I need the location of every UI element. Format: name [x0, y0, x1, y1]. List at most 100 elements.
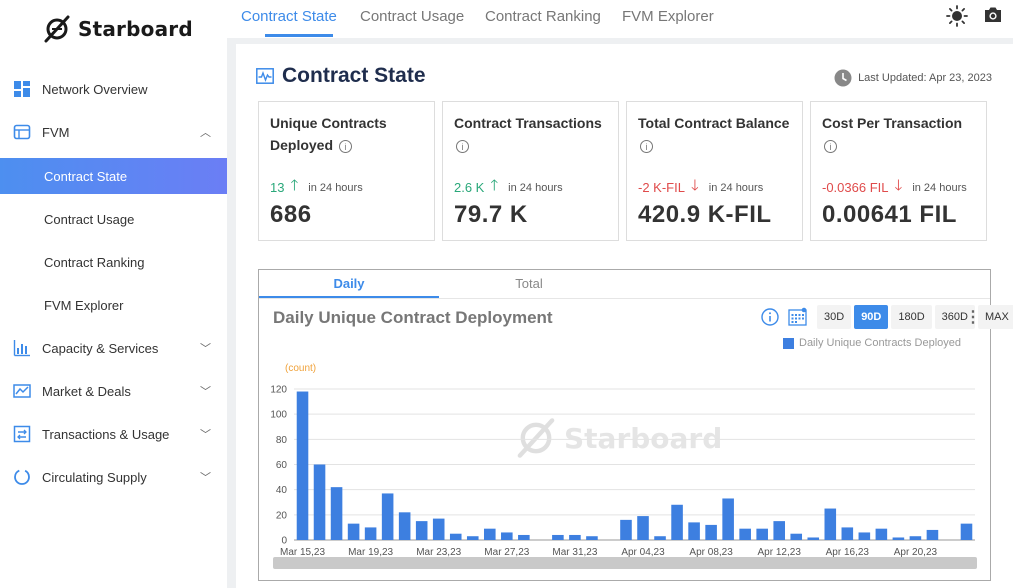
info-icon[interactable]: i — [640, 139, 653, 153]
bar[interactable] — [688, 522, 700, 540]
calendar-icon[interactable] — [788, 307, 808, 327]
last-updated: Last Updated: Apr 23, 2023 — [834, 69, 992, 87]
card-title: Unique Contracts Deployed i — [270, 112, 426, 156]
chart-tabs-divider — [259, 298, 990, 299]
card-delta-period: in 24 hours — [308, 181, 363, 194]
card-delta-value: 2.6 K — [454, 180, 485, 195]
x-tick-label: Mar 27,23 — [484, 547, 529, 558]
bar[interactable] — [807, 537, 820, 540]
bar[interactable] — [875, 528, 888, 540]
bar[interactable] — [432, 518, 445, 540]
card-title: Contract Transactions i — [454, 112, 610, 156]
stat-card-cost-per-transaction: Cost Per Transaction i -0.0366 FIL 🡓 in … — [810, 101, 987, 241]
x-tick-label: Mar 15,23 — [280, 547, 325, 558]
x-tick-label: Mar 31,23 — [552, 547, 597, 558]
bar[interactable] — [330, 487, 343, 540]
info-icon[interactable]: i — [824, 139, 837, 153]
arrow-up-icon: 🡑 — [490, 177, 499, 194]
bar[interactable] — [313, 464, 326, 541]
bar[interactable] — [398, 512, 411, 540]
bar[interactable] — [620, 519, 632, 540]
theme-toggle-sun-icon[interactable] — [946, 5, 968, 27]
card-title-text: Total Contract Balance — [638, 115, 790, 131]
y-tick-label: 40 — [276, 485, 288, 496]
range-360d-button[interactable]: 360D — [934, 305, 975, 329]
bar[interactable] — [296, 391, 309, 540]
bar[interactable] — [960, 523, 973, 540]
tab-fvm-explorer[interactable]: FVM Explorer — [622, 8, 714, 25]
sidebar-item-capacity-services[interactable]: Capacity & Services ﹀ — [0, 330, 227, 366]
sidebar-item-circulating-supply[interactable]: Circulating Supply ﹀ — [0, 459, 227, 495]
sidebar-item-fvm[interactable]: FVM ︿ — [0, 114, 227, 150]
bar[interactable] — [637, 516, 649, 540]
info-icon[interactable]: i — [338, 139, 352, 153]
x-tick-label: Mar 23,23 — [416, 547, 461, 558]
bar[interactable] — [552, 534, 564, 540]
sidebar-item-transactions-usage[interactable]: Transactions & Usage ﹀ — [0, 416, 227, 452]
bar[interactable] — [518, 534, 530, 540]
range-30d-button[interactable]: 30D — [817, 305, 852, 329]
bar[interactable] — [347, 523, 360, 540]
bar[interactable] — [773, 521, 786, 540]
more-menu-icon[interactable]: ⋮ — [965, 309, 981, 326]
bar[interactable] — [858, 532, 871, 540]
bar-chart: 0 20 40 60 80 100 120 Mar 15,23 Mar 19,23 Mar 23… — [270, 385, 975, 558]
tab-contract-state[interactable]: Contract State — [241, 8, 337, 25]
range-180d-button[interactable]: 180D — [891, 305, 932, 329]
bar[interactable] — [364, 527, 377, 540]
bar[interactable] — [586, 536, 598, 540]
sidebar-item-network-overview[interactable]: Network Overview — [0, 71, 227, 107]
top-nav: Contract State Contract Usage Contract R… — [227, 0, 1013, 38]
active-tab-indicator — [265, 34, 333, 37]
tab-contract-usage[interactable]: Contract Usage — [360, 8, 465, 25]
sidebar-subitem-contract-ranking[interactable]: Contract Ranking — [0, 244, 227, 280]
info-icon[interactable]: i — [456, 139, 469, 153]
bar[interactable] — [841, 527, 854, 540]
sidebar-subitem-contract-usage[interactable]: Contract Usage — [0, 201, 227, 237]
chevron-down-icon: ﹀ — [200, 429, 211, 441]
chart-tab-total[interactable]: Total — [515, 276, 543, 291]
bar[interactable] — [415, 521, 428, 540]
card-value: 0.00641 FIL — [822, 201, 957, 228]
bar[interactable] — [671, 504, 683, 540]
bar[interactable] — [501, 532, 513, 540]
bar[interactable] — [909, 536, 922, 540]
chart-tab-daily[interactable]: Daily — [259, 270, 439, 298]
bar[interactable] — [790, 533, 803, 540]
transactions-icon — [13, 425, 31, 443]
bar[interactable] — [926, 529, 939, 540]
card-delta-period: in 24 hours — [508, 181, 563, 194]
bar[interactable] — [654, 536, 666, 540]
sidebar-subitem-fvm-explorer[interactable]: FVM Explorer — [0, 287, 227, 323]
info-circle-icon[interactable] — [761, 308, 779, 326]
sidebar-item-market-deals[interactable]: Market & Deals ﹀ — [0, 373, 227, 409]
bar[interactable] — [756, 528, 768, 540]
contract-state-panel: Contract State Last Updated: Apr 23, 202… — [236, 44, 1013, 588]
bar[interactable] — [466, 536, 479, 540]
bar[interactable] — [449, 533, 462, 540]
bar[interactable] — [892, 537, 905, 540]
chart-zoom-slider[interactable] — [273, 557, 977, 569]
y-axis-ticks: 0 20 40 60 80 100 120 — [270, 385, 287, 547]
card-delta: -0.0366 FIL 🡓 in 24 hours — [822, 175, 967, 200]
card-title-text: Unique Contracts Deployed — [270, 115, 387, 153]
tab-contract-ranking[interactable]: Contract Ranking — [485, 8, 601, 25]
chart-container: Daily Total Daily Unique Contract Deploy… — [258, 269, 1013, 581]
chevron-down-icon: ﹀ — [200, 386, 211, 398]
card-delta-value: 13 — [270, 180, 285, 195]
bar[interactable] — [483, 528, 496, 540]
bar[interactable] — [824, 508, 837, 540]
camera-icon[interactable] — [983, 6, 1003, 24]
range-90d-button[interactable]: 90D — [854, 305, 889, 329]
brand-logo[interactable]: Starboard — [42, 14, 193, 44]
bar[interactable] — [722, 498, 734, 540]
sidebar-subitem-contract-state[interactable]: Contract State — [0, 158, 227, 194]
bar[interactable] — [569, 534, 581, 540]
y-tick-label: 20 — [276, 510, 288, 521]
bar[interactable] — [705, 524, 717, 540]
card-delta: 2.6 K 🡑 in 24 hours — [454, 175, 563, 200]
range-max-button[interactable]: MAX — [977, 305, 1013, 329]
bar[interactable] — [381, 493, 394, 540]
chart-legend[interactable]: Daily Unique Contracts Deployed — [783, 337, 961, 349]
bar[interactable] — [739, 528, 751, 540]
